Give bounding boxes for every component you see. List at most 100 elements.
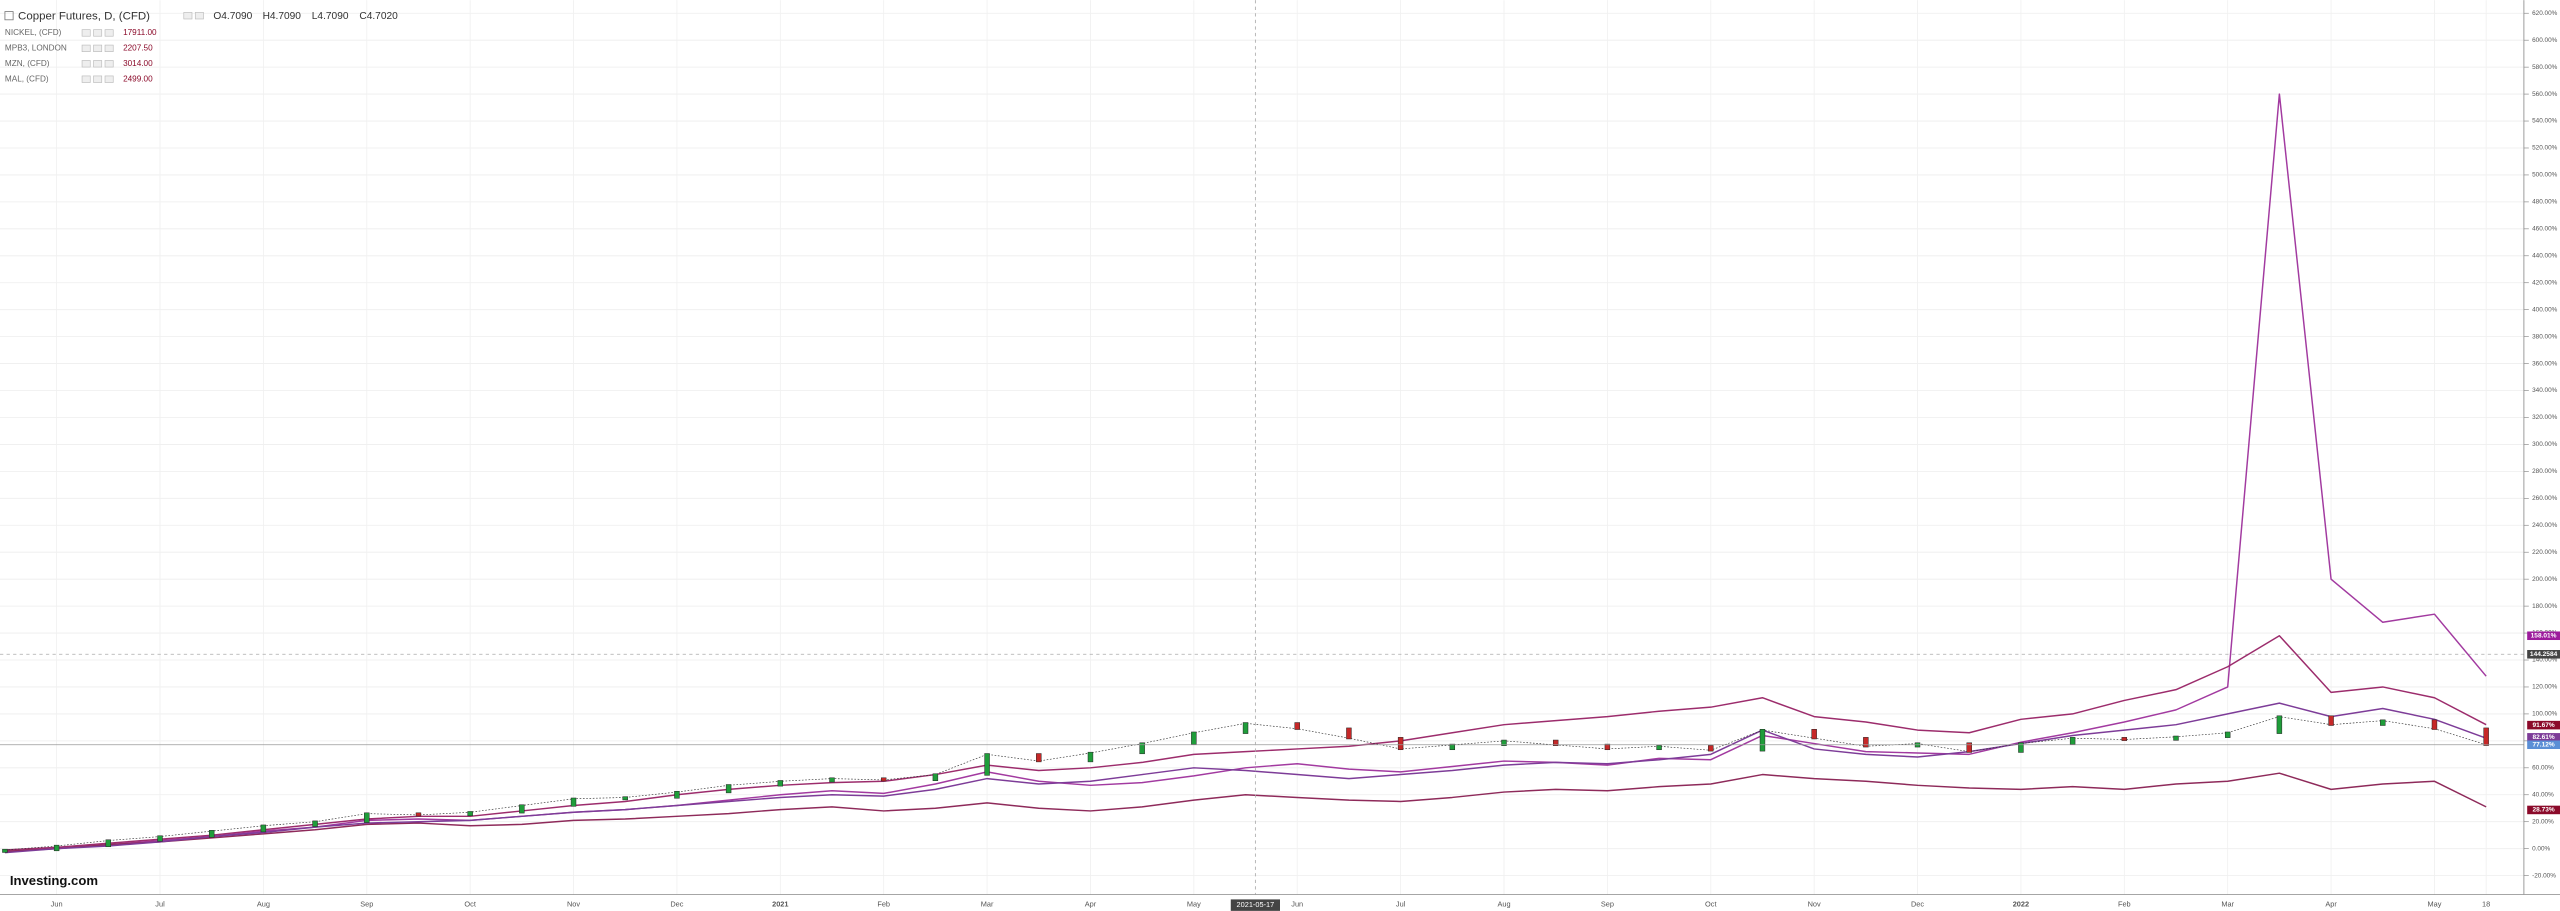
candle: [1759, 729, 1766, 752]
x-tick-label: Aug: [257, 899, 270, 908]
x-tick-label: Nov: [567, 899, 580, 908]
crosshair-value: 144.2584: [2530, 651, 2558, 658]
x-tick-label: Mar: [981, 899, 994, 908]
candle: [2173, 735, 2179, 741]
candle: [2224, 731, 2231, 738]
candle: [2276, 715, 2283, 734]
header-legend: Copper Futures, D, (CFD) O4.7090 H4.7090…: [4, 11, 398, 23]
candle: [467, 811, 473, 817]
legend-icon: [104, 44, 114, 52]
x-tick-label: Feb: [877, 899, 890, 908]
series-line: [4, 702, 2487, 854]
y-tick-label: 240.00%: [2532, 522, 2558, 529]
legend-icon: [93, 60, 103, 68]
candle: [1604, 743, 1611, 751]
candle: [1191, 731, 1197, 745]
y-tick-label: 500.00%: [2532, 172, 2558, 179]
candle: [1397, 737, 1404, 751]
y-tick-label: 560.00%: [2532, 91, 2558, 98]
x-tick-label: Aug: [1497, 899, 1510, 908]
y-tick-label: 100.00%: [2532, 711, 2558, 718]
price-badge: [2527, 733, 2560, 742]
x-tick-label: Apr: [2325, 899, 2337, 908]
legend-icon: [81, 29, 91, 37]
chart-title: Copper Futures, D, (CFD): [18, 11, 150, 23]
legend-value: 2499.00: [123, 74, 153, 83]
candle: [1501, 739, 1507, 746]
candle: [2431, 719, 2438, 730]
grid: [0, 0, 2524, 895]
candle: [2069, 737, 2076, 745]
y-tick-label: 340.00%: [2532, 387, 2558, 394]
legend: NICKEL, (CFD) 17911.00 MPB3, LONDON 2207.50…: [5, 28, 157, 83]
candle: [2483, 727, 2489, 746]
x-tick-label: Jul: [155, 899, 165, 908]
y-tick-label: 480.00%: [2532, 199, 2558, 206]
settings-icon[interactable]: [194, 12, 204, 20]
y-tick-label: -20.00%: [2532, 872, 2556, 879]
ohlc-close: C4.7020: [359, 11, 398, 22]
candle: [622, 796, 628, 801]
candle: [1242, 722, 1249, 734]
y-tick-label: 200.00%: [2532, 576, 2558, 583]
legend-icon: [81, 75, 91, 83]
y-tick-label: 120.00%: [2532, 684, 2558, 691]
candle: [208, 830, 215, 838]
y-tick-label: 20.00%: [2532, 818, 2554, 825]
crosshair-date-badge: [1230, 899, 1280, 911]
x-tick-label: Sep: [360, 899, 373, 908]
candle: [1966, 742, 1972, 753]
legend-icon: [104, 29, 114, 37]
candle: [312, 820, 318, 827]
legend-icon: [93, 29, 103, 37]
legend-label: MAL, (CFD): [5, 74, 49, 83]
x-tick-label: Sep: [1601, 899, 1614, 908]
x-tick-label: May: [1187, 899, 1201, 908]
ohlc-low: L4.7090: [312, 11, 349, 22]
x-tick-label: Nov: [1808, 899, 1821, 908]
legend-value: 17911.00: [123, 28, 157, 37]
y-tick-label: 40.00%: [2532, 791, 2554, 798]
y-tick-label: 400.00%: [2532, 306, 2558, 313]
series-line: [4, 772, 2487, 853]
crosshair-badge: [2527, 650, 2560, 659]
candle: [364, 812, 370, 823]
candle: [829, 777, 835, 783]
legend-icon: [93, 75, 103, 83]
candle: [1656, 745, 1662, 751]
candle: [105, 839, 112, 848]
candle: [1036, 753, 1042, 763]
candle: [2, 848, 8, 853]
candle: [880, 777, 887, 782]
settings-icon[interactable]: [183, 12, 193, 20]
y-tick-label: 540.00%: [2532, 118, 2558, 125]
x-tick-label: Jun: [1291, 899, 1303, 908]
plot: [0, 93, 2524, 854]
collapse-icon[interactable]: [4, 11, 14, 21]
legend-icon: [104, 75, 114, 83]
candle: [725, 784, 732, 794]
x-tick-label: May: [2427, 899, 2441, 908]
y-tick-label: 460.00%: [2532, 226, 2558, 233]
x-tick-label: 2022: [2013, 899, 2029, 908]
x-tick-label: Dec: [670, 899, 683, 908]
candle: [1449, 743, 1456, 751]
y-tick-label: 620.00%: [2532, 10, 2558, 17]
candle: [1139, 742, 1145, 755]
candle: [157, 835, 163, 842]
y-tick-label: 440.00%: [2532, 252, 2558, 259]
candle: [777, 780, 784, 787]
axes: -20.00%0.00%20.00%40.00%60.00%80.00%100.…: [51, 10, 2560, 908]
y-tick-label: 140.00%: [2532, 657, 2558, 664]
candle: [1294, 722, 1300, 730]
candle: [260, 824, 267, 833]
legend-value: 3014.00: [123, 59, 153, 68]
legend-label: MPB3, LONDON: [5, 44, 67, 53]
price-badge-label: 28.73%: [2532, 807, 2554, 814]
candle: [1811, 729, 1817, 740]
legend-icon: [81, 60, 91, 68]
y-tick-label: 300.00%: [2532, 441, 2558, 448]
